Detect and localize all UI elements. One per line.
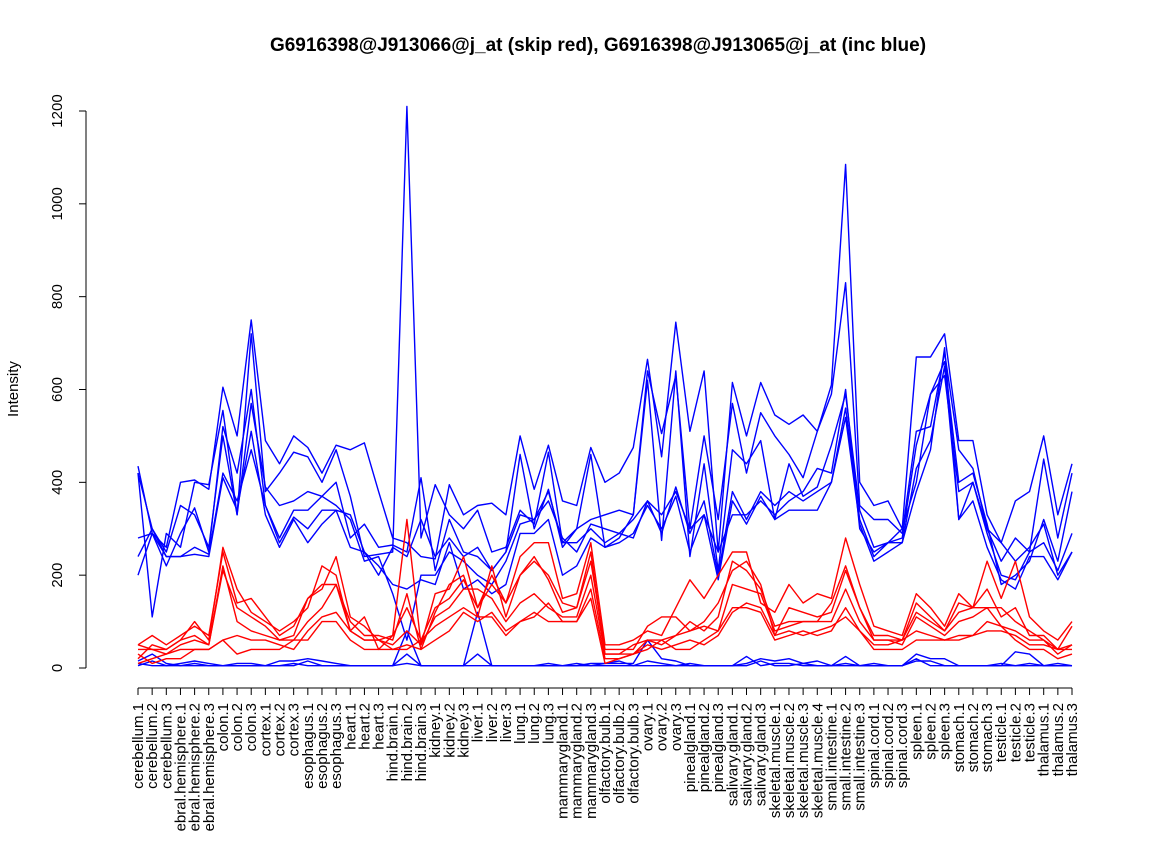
x-tick-label: cerebellum.1	[130, 703, 147, 789]
series-line-inc-4	[137, 374, 1073, 581]
x-tick-label: ebral.hemisphere.1	[172, 703, 189, 831]
series-line-inc-3	[137, 360, 1073, 586]
x-tick-label: cortex.1	[257, 703, 274, 756]
x-tick-label: mammarygland.1	[555, 703, 572, 819]
x-tick-label: spinal.cord.2	[880, 703, 897, 788]
x-tick-label: kidney.2	[441, 703, 458, 758]
x-tick-label: olfactory.bulb.1	[597, 703, 614, 804]
x-tick-label: liver.3	[498, 703, 515, 742]
series-line-inc-1	[137, 163, 1073, 560]
x-tick-label: pinealgland.3	[710, 703, 727, 792]
x-tick-label: mammarygland.3	[583, 703, 600, 819]
x-tick-label: ebral.hemisphere.2	[187, 703, 204, 831]
x-tick-label: olfactory.bulb.2	[611, 703, 628, 804]
x-tick-label: hind.brain.3	[413, 703, 430, 781]
x-tick-label: olfactory.bulb.3	[625, 703, 642, 804]
series-line-inc-5	[137, 347, 1073, 595]
series-line-skip-11	[137, 551, 1073, 651]
y-tick-label: 600	[49, 377, 66, 402]
y-tick-label: 0	[49, 664, 66, 672]
series-line-inc-6	[137, 365, 1073, 641]
x-tick-label: spleen.2	[922, 703, 939, 760]
x-tick-label: thalamus.3	[1064, 703, 1081, 776]
series-line-skip-14	[137, 588, 1072, 665]
x-tick-label: thalamus.2	[1050, 703, 1067, 776]
x-tick-label: spleen.1	[908, 703, 925, 760]
x-tick-label: cerebellum.3	[158, 703, 175, 789]
x-tick-label: ovary.1	[639, 703, 656, 751]
x-tick-label: colon.3	[243, 703, 260, 751]
x-tick-label: skeletal.muscle.4	[809, 703, 826, 818]
x-tick-label: pinealgland.1	[682, 703, 699, 792]
x-tick-label: skeletal.muscle.3	[795, 703, 812, 818]
x-tick-label: esophagus.3	[328, 703, 345, 789]
y-tick-label: 200	[49, 563, 66, 588]
chart-title: G6916398@J913066@j_at (skip red), G69163…	[270, 35, 926, 56]
x-tick-label: esophagus.2	[314, 703, 331, 789]
x-tick-label: heart.2	[356, 703, 373, 750]
x-tick-label: colon.1	[215, 703, 232, 751]
x-tick-label: heart.1	[342, 703, 359, 750]
x-tick-label: stomach.3	[979, 703, 996, 772]
x-tick-label: salivary.gland.1	[724, 703, 741, 806]
y-axis: 0 200 400 600 800 1000 1200	[49, 94, 87, 672]
x-tick-label: skeletal.muscle.2	[781, 703, 798, 818]
x-tick-label: lung.2	[526, 703, 543, 744]
y-tick-label: 1200	[49, 94, 66, 127]
x-tick-label: kidney.1	[427, 703, 444, 758]
x-tick-label: cerebellum.2	[144, 703, 161, 789]
x-tick-label: testicle.1	[993, 703, 1010, 762]
x-tick-label: hind.brain.1	[385, 703, 402, 781]
x-tick-label: small.intestine.2	[838, 703, 855, 811]
x-tick-label: spleen.3	[937, 703, 954, 760]
x-tick-label: stomach.2	[965, 703, 982, 772]
x-tick-label: spinal.cord.1	[866, 703, 883, 788]
x-tick-label: skeletal.muscle.1	[767, 703, 784, 818]
x-tick-label: lung.3	[540, 703, 557, 744]
x-tick-label: ovary.3	[668, 703, 685, 751]
x-tick-label: mammarygland.2	[569, 703, 586, 819]
x-tick-label: lung.1	[512, 703, 529, 744]
y-tick-label: 400	[49, 470, 66, 495]
x-tick-label: liver.2	[484, 703, 501, 742]
x-tick-label: small.intestine.3	[852, 703, 869, 811]
x-tick-label: cortex.2	[272, 703, 289, 756]
x-tick-label: ebral.hemisphere.3	[201, 703, 218, 831]
series-line-inc-9	[137, 655, 1073, 667]
x-tick-label: thalamus.1	[1036, 703, 1053, 776]
y-tick-label: 1000	[49, 187, 66, 220]
y-axis-label: Intensity	[5, 361, 22, 417]
x-tick-label: salivary.gland.3	[753, 703, 770, 806]
x-tick-label: testicle.2	[1007, 703, 1024, 762]
x-tick-label: kidney.3	[455, 703, 472, 758]
x-tick-label: cortex.3	[286, 703, 303, 756]
x-tick-label: small.intestine.1	[823, 703, 840, 811]
x-tick-label: colon.2	[229, 703, 246, 751]
series-line-skip-15	[137, 597, 1073, 665]
series-line-skip-10	[137, 518, 1073, 651]
x-tick-label: testicle.3	[1022, 703, 1039, 762]
x-axis: cerebellum.1cerebellum.2cerebellum.3ebra…	[130, 687, 1081, 831]
x-tick-label: esophagus.1	[300, 703, 317, 789]
x-tick-label: heart.3	[371, 703, 388, 750]
x-tick-label: ovary.2	[654, 703, 671, 751]
series-layer	[137, 105, 1073, 667]
x-tick-label: hind.brain.2	[399, 703, 416, 781]
x-tick-label: liver.1	[470, 703, 487, 742]
x-tick-label: salivary.gland.2	[739, 703, 756, 806]
x-tick-label: pinealgland.2	[696, 703, 713, 792]
x-tick-label: stomach.1	[951, 703, 968, 772]
y-tick-label: 800	[49, 284, 66, 309]
x-tick-label: spinal.cord.3	[894, 703, 911, 788]
